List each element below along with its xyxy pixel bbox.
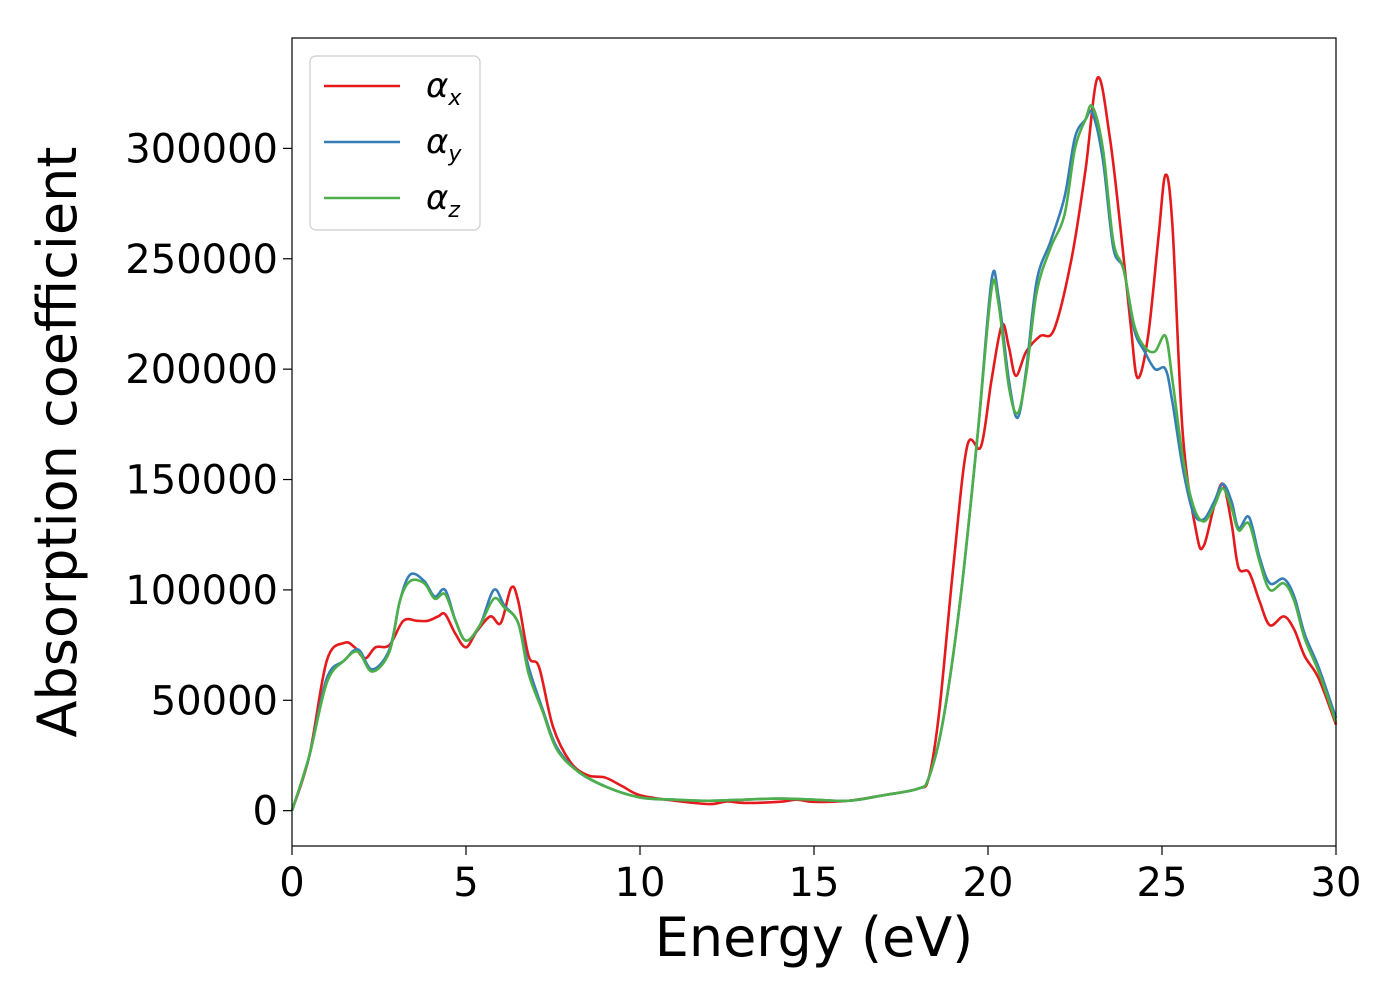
legend: αx αy αz: [309, 55, 481, 231]
x-tick-label: 5: [453, 860, 478, 906]
x-tick-label: 15: [789, 860, 840, 906]
y-tick-label: 200000: [125, 347, 278, 393]
y-axis: 0 50000 100000 150000 200000 250000 300000: [125, 126, 292, 835]
y-tick-label: 250000: [125, 237, 278, 283]
y-axis-label: Absorption coefficient: [26, 147, 89, 738]
x-tick-label: 30: [1311, 860, 1362, 906]
legend-label-y: αy: [426, 122, 462, 167]
y-tick-label: 150000: [125, 458, 278, 504]
x-tick-label: 25: [1137, 860, 1188, 906]
series-line-x: [290, 76, 1338, 812]
legend-label-z: αz: [426, 178, 460, 223]
x-axis: 0 5 10 15 20 25 30: [279, 846, 1361, 906]
legend-label-x: αx: [426, 66, 462, 111]
y-tick-label: 100000: [125, 568, 278, 614]
x-tick-label: 0: [279, 860, 304, 906]
y-tick-label: 0: [253, 789, 278, 835]
x-tick-label: 10: [615, 860, 666, 906]
series-layer: [290, 76, 1338, 812]
x-tick-label: 20: [963, 860, 1014, 906]
x-axis-label: Energy (eV): [655, 906, 974, 969]
y-tick-label: 300000: [125, 126, 278, 172]
series-line-z: [290, 104, 1338, 812]
y-tick-label: 50000: [151, 678, 278, 724]
